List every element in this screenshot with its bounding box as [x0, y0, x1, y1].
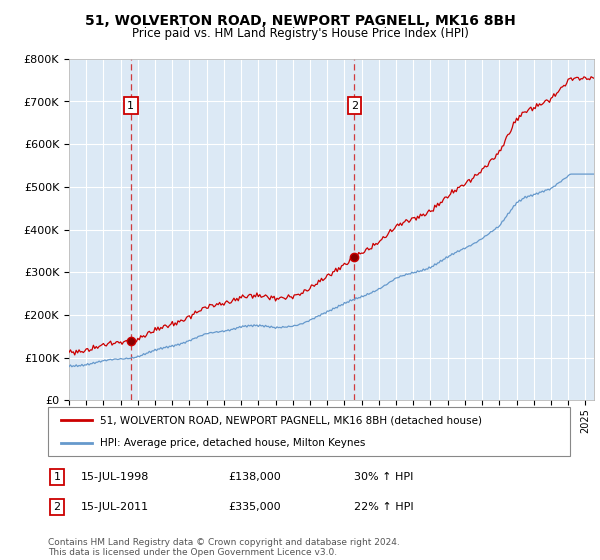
Text: 30% ↑ HPI: 30% ↑ HPI — [354, 472, 413, 482]
Text: £335,000: £335,000 — [228, 502, 281, 512]
Text: 2: 2 — [53, 502, 61, 512]
Text: HPI: Average price, detached house, Milton Keynes: HPI: Average price, detached house, Milt… — [100, 438, 365, 448]
Text: Contains HM Land Registry data © Crown copyright and database right 2024.
This d: Contains HM Land Registry data © Crown c… — [48, 538, 400, 557]
Text: 2: 2 — [351, 101, 358, 111]
FancyBboxPatch shape — [48, 407, 570, 456]
Text: 22% ↑ HPI: 22% ↑ HPI — [354, 502, 413, 512]
Text: £138,000: £138,000 — [228, 472, 281, 482]
Text: 15-JUL-1998: 15-JUL-1998 — [81, 472, 149, 482]
Text: 1: 1 — [127, 101, 134, 111]
Text: 51, WOLVERTON ROAD, NEWPORT PAGNELL, MK16 8BH: 51, WOLVERTON ROAD, NEWPORT PAGNELL, MK1… — [85, 14, 515, 28]
Text: 1: 1 — [53, 472, 61, 482]
Text: 51, WOLVERTON ROAD, NEWPORT PAGNELL, MK16 8BH (detached house): 51, WOLVERTON ROAD, NEWPORT PAGNELL, MK1… — [100, 416, 482, 426]
Text: 15-JUL-2011: 15-JUL-2011 — [81, 502, 149, 512]
Text: Price paid vs. HM Land Registry's House Price Index (HPI): Price paid vs. HM Land Registry's House … — [131, 27, 469, 40]
